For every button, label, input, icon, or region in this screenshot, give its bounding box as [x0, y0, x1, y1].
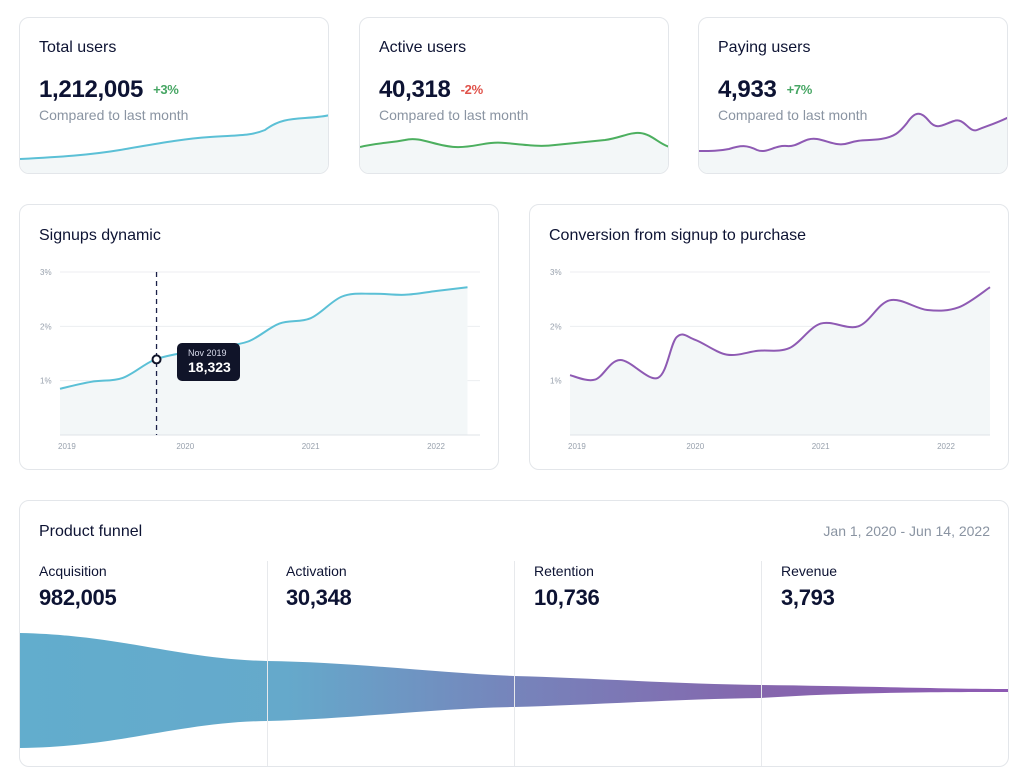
sparkline-total-users: [20, 114, 328, 173]
kpi-title: Total users: [39, 39, 117, 56]
stage-value: 982,005: [39, 585, 117, 610]
kpi-value: 40,318 -2%: [379, 76, 483, 104]
y-tick-label: 1%: [40, 377, 52, 386]
conversion-chart[interactable]: 3% 2% 1% 2019 2020 2021 2022: [530, 205, 1009, 470]
funnel-stage-activation: Activation 30,348: [286, 563, 352, 611]
funnel-title: Product funnel: [39, 523, 143, 540]
kpi-subtitle: Compared to last month: [379, 107, 529, 123]
kpi-value-number: 4,933: [718, 76, 777, 103]
area-fill: [60, 287, 468, 435]
y-tick-label: 2%: [550, 322, 562, 331]
kpi-subtitle: Compared to last month: [39, 107, 189, 123]
chart-title: Conversion from signup to purchase: [549, 227, 807, 244]
kpi-card-paying-users: Paying users 4,933 +7% Compared to last m…: [698, 17, 1008, 174]
sparkline-line: [699, 112, 1007, 152]
kpi-title: Active users: [379, 39, 467, 56]
funnel-divider: [267, 561, 268, 766]
x-tick-label: 2019: [568, 442, 586, 451]
hover-marker: [151, 354, 162, 365]
kpi-value-number: 40,318: [379, 76, 451, 103]
signups-chart[interactable]: 3% 2% 1% 2019 2020 2021 2022: [20, 205, 499, 470]
sparkline-line: [360, 131, 668, 149]
funnel-divider: [761, 561, 762, 766]
stage-label: Revenue: [781, 563, 838, 579]
funnel-date-range[interactable]: Jan 1, 2020 - Jun 14, 2022: [823, 523, 990, 539]
funnel-stage-revenue: Revenue 3,793: [781, 563, 837, 611]
signups-chart-card: Signups dynamic 3% 2% 1% 2019 2020 2021 2022 N…: [19, 204, 499, 470]
kpi-value: 1,212,005 +3%: [39, 76, 179, 104]
sparkline-area: [360, 132, 668, 173]
kpi-card-total-users: Total users 1,212,005 +3% Compared to las…: [19, 17, 329, 174]
stage-label: Activation: [286, 563, 347, 579]
y-tick-label: 3%: [40, 268, 52, 277]
kpi-card-active-users: Active users 40,318 -2% Compared to last …: [359, 17, 669, 174]
x-tick-label: 2020: [686, 442, 704, 451]
kpi-delta: -2%: [460, 82, 484, 97]
stage-value: 3,793: [781, 585, 835, 610]
y-tick-label: 2%: [40, 322, 52, 331]
sparkline-area: [699, 113, 1007, 173]
x-tick-label: 2021: [812, 442, 830, 451]
stage-value: 10,736: [534, 585, 600, 610]
product-funnel-card: Product funnel Jan 1, 2020 - Jun 14, 202…: [19, 500, 1009, 767]
chart-tooltip: Nov 2019 18,323: [177, 343, 240, 381]
kpi-title: Paying users: [718, 39, 811, 56]
sparkline-line: [20, 114, 328, 160]
kpi-delta: +7%: [786, 82, 813, 97]
x-tick-label: 2020: [176, 442, 194, 451]
funnel-stage-acquisition: Acquisition 982,005: [39, 563, 117, 611]
x-tick-label: 2022: [937, 442, 955, 451]
chart-title: Signups dynamic: [39, 227, 161, 244]
kpi-subtitle: Compared to last month: [718, 107, 868, 123]
series-line: [569, 286, 991, 382]
conversion-chart-card: Conversion from signup to purchase 3% 2% 1…: [529, 204, 1009, 470]
series-line: [59, 286, 468, 390]
x-tick-label: 2022: [427, 442, 445, 451]
kpi-value: 4,933 +7%: [718, 76, 812, 104]
stage-label: Acquisition: [39, 563, 107, 579]
tooltip-date: Nov 2019: [188, 348, 227, 358]
x-tick-label: 2019: [58, 442, 76, 451]
area-fill: [570, 287, 990, 435]
tooltip-value: 18,323: [188, 359, 231, 375]
stage-label: Retention: [534, 563, 594, 579]
y-tick-label: 1%: [550, 377, 562, 386]
funnel-stage-retention: Retention 10,736: [534, 563, 600, 611]
sparkline-area: [20, 115, 328, 173]
kpi-value-number: 1,212,005: [39, 76, 144, 103]
y-tick-label: 3%: [550, 268, 562, 277]
sparkline-paying-users: [699, 112, 1007, 173]
sparkline-active-users: [360, 131, 668, 173]
kpi-delta: +3%: [153, 82, 179, 97]
x-tick-label: 2021: [302, 442, 320, 451]
stage-value: 30,348: [286, 585, 352, 610]
funnel-divider: [514, 561, 515, 766]
